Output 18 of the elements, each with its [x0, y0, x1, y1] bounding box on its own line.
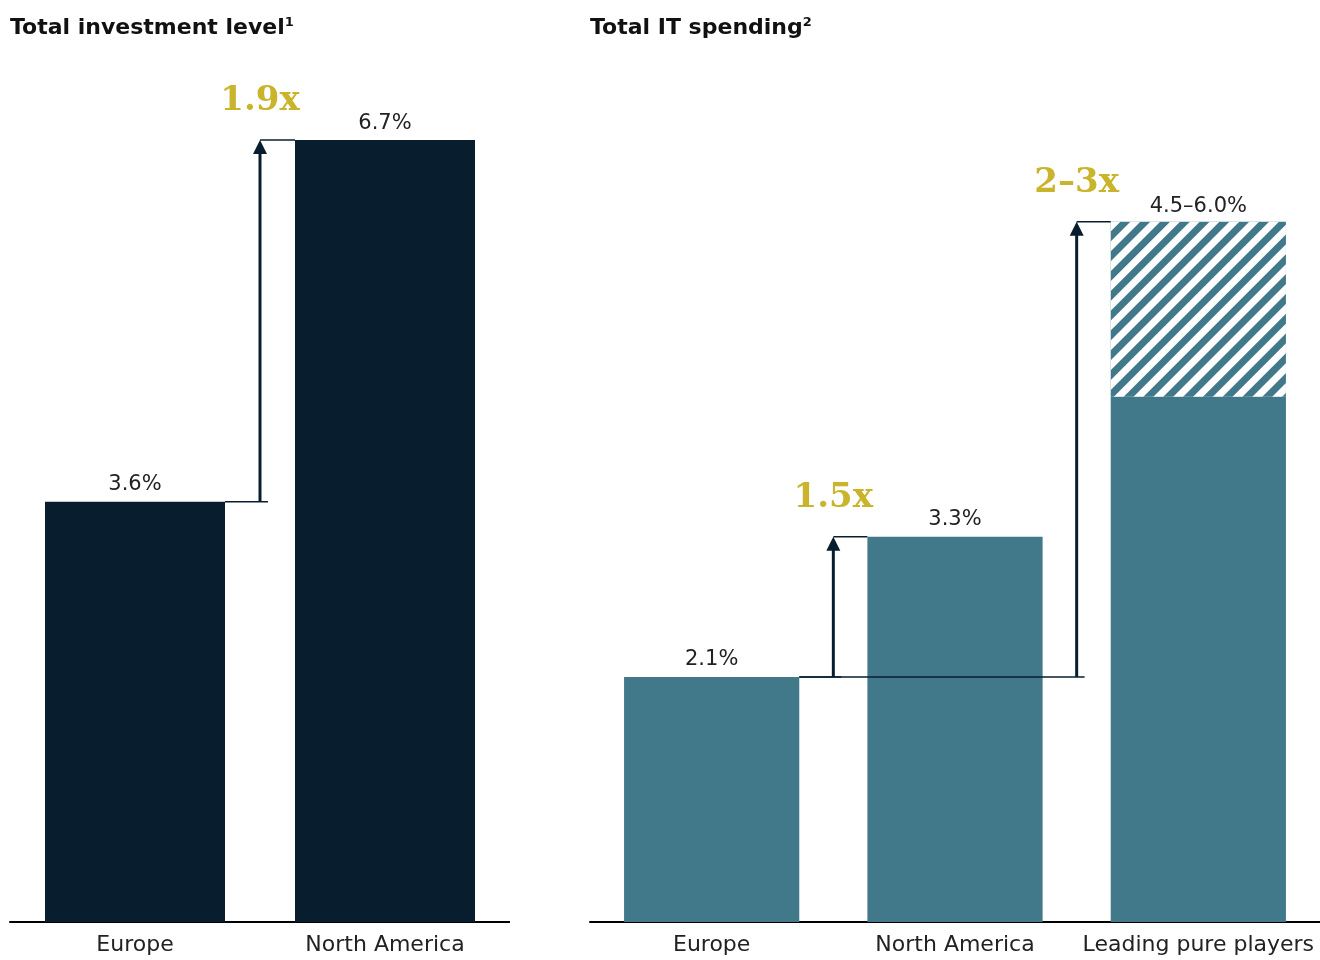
data-label: 3.3%	[928, 506, 982, 531]
bar	[624, 676, 800, 922]
annotation: 4.5–6.0%	[1149, 192, 1247, 217]
x-tick-label: Europe	[672, 930, 751, 956]
annotation: 1.5x	[793, 474, 874, 515]
bar	[867, 536, 1043, 922]
x-tick-label: North America	[305, 930, 465, 956]
data-label: 6.7%	[358, 109, 412, 134]
data-label: 3.6%	[108, 471, 162, 496]
annotation: 2–3x	[1034, 159, 1120, 200]
chart-title: Total IT spending$^{2}$	[590, 14, 812, 40]
chart-title: Total investment level$^{1}$	[10, 14, 294, 40]
x-tick-label: Leading pure players	[1082, 930, 1315, 956]
annotation: 1.9x	[220, 78, 301, 118]
data-label: 2.1%	[684, 646, 739, 671]
x-tick-label: North America	[875, 930, 1035, 956]
bar	[1110, 396, 1286, 922]
x-tick-label: Europe	[96, 930, 174, 956]
